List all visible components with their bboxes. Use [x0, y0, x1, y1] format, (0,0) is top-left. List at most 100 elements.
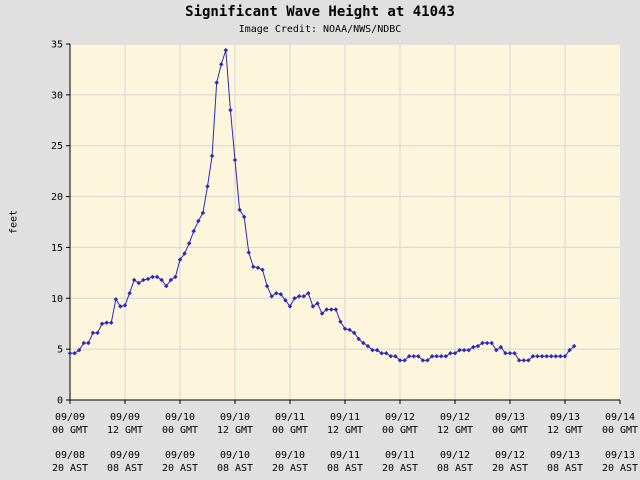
data-point	[86, 340, 91, 346]
data-point	[150, 274, 155, 280]
x-tick-label: 09/09	[55, 412, 85, 423]
data-point	[535, 354, 540, 359]
x-tick-label: 09/13	[495, 412, 525, 423]
x-tick-label: 12 GMT	[437, 425, 473, 436]
x-tick-label: 20 AST	[162, 463, 198, 474]
data-point	[274, 290, 279, 296]
data-point	[461, 347, 467, 353]
data-point	[237, 207, 242, 213]
data-point	[457, 347, 462, 353]
data-point	[264, 283, 270, 289]
x-tick-label: 09/12	[495, 450, 525, 461]
data-point	[296, 294, 302, 299]
data-point	[109, 320, 114, 325]
data-point	[145, 276, 151, 282]
data-point	[329, 307, 334, 312]
data-point	[196, 218, 201, 224]
data-point	[205, 184, 210, 189]
x-tick-label: 20 AST	[52, 463, 88, 474]
data-point	[131, 277, 137, 283]
data-point	[429, 354, 435, 359]
data-point	[558, 354, 563, 359]
x-tick-label: 00 GMT	[162, 425, 198, 436]
y-tick-label: 35	[51, 40, 63, 51]
data-point	[498, 344, 504, 350]
data-point	[503, 350, 508, 356]
x-tick-label: 09/13	[550, 450, 580, 461]
x-tick-label: 09/11	[330, 412, 360, 423]
data-point	[365, 343, 371, 349]
y-axis-ticks: 0 5 10 15 20 25 30 35	[51, 40, 70, 407]
data-point	[168, 277, 174, 283]
data-point	[122, 303, 128, 308]
x-tick-label: 20 AST	[382, 463, 418, 474]
x-tick-label: 00 GMT	[382, 425, 418, 436]
data-point	[310, 304, 316, 309]
data-point	[562, 354, 568, 359]
data-point	[539, 354, 545, 359]
x-tick-label: 09/10	[165, 412, 195, 423]
data-point	[255, 265, 261, 270]
data-point	[553, 354, 559, 359]
data-point	[452, 350, 458, 356]
y-tick-label: 25	[51, 141, 63, 152]
data-point	[127, 290, 132, 296]
data-point	[214, 80, 219, 85]
x-tick-label: 09/10	[220, 412, 250, 423]
data-point	[223, 47, 229, 53]
data-point	[434, 354, 439, 359]
data-point	[512, 350, 517, 356]
data-point	[315, 301, 320, 306]
data-point	[228, 107, 233, 113]
data-point	[113, 297, 119, 302]
data-point	[448, 350, 453, 356]
x-tick-label: 09/11	[275, 412, 305, 423]
x-tick-label: 00 GMT	[272, 425, 308, 436]
data-point	[118, 304, 123, 309]
x-tick-label: 09/13	[605, 450, 635, 461]
data-point	[324, 307, 329, 312]
x-tick-label: 08 AST	[107, 463, 143, 474]
x-tick-label: 09/08	[55, 450, 85, 461]
x-tick-label: 08 AST	[547, 463, 583, 474]
data-point	[95, 330, 100, 336]
x-tick-label: 09/12	[385, 412, 415, 423]
x-tick-label: 00 GMT	[602, 425, 638, 436]
data-point	[384, 350, 389, 356]
data-point	[292, 296, 297, 301]
data-point	[370, 347, 375, 353]
data-point	[186, 241, 192, 246]
x-tick-label: 09/09	[165, 450, 195, 461]
data-point	[484, 340, 490, 346]
y-tick-label: 30	[51, 90, 63, 101]
data-point	[200, 210, 206, 216]
x-tick-label: 09/14	[605, 412, 635, 423]
data-point	[90, 330, 96, 336]
data-point	[411, 354, 416, 359]
data-point	[76, 347, 82, 353]
x-tick-label: 08 AST	[327, 463, 363, 474]
x-tick-label: 12 GMT	[107, 425, 143, 436]
x-axis-ticks: 09/09 00 GMT 09/08 20 AST 09/09 12 GMT 09/09 08…	[52, 400, 638, 474]
data-point	[164, 283, 169, 289]
x-tick-label: 20 AST	[492, 463, 528, 474]
data-point	[356, 336, 361, 342]
data-point	[209, 153, 215, 159]
series-wave-height	[67, 47, 577, 363]
data-point	[260, 267, 265, 273]
data-point	[347, 327, 352, 333]
data-point	[159, 277, 164, 283]
data-point	[549, 354, 554, 359]
data-point	[489, 340, 494, 346]
data-point	[351, 330, 357, 336]
data-point	[443, 354, 449, 359]
data-point	[480, 340, 485, 346]
data-point	[567, 347, 572, 353]
data-point	[99, 321, 105, 326]
data-point	[379, 350, 384, 356]
x-tick-label: 09/13	[550, 412, 580, 423]
data-point	[475, 343, 481, 349]
x-tick-label: 08 AST	[437, 463, 473, 474]
data-point	[516, 358, 522, 363]
